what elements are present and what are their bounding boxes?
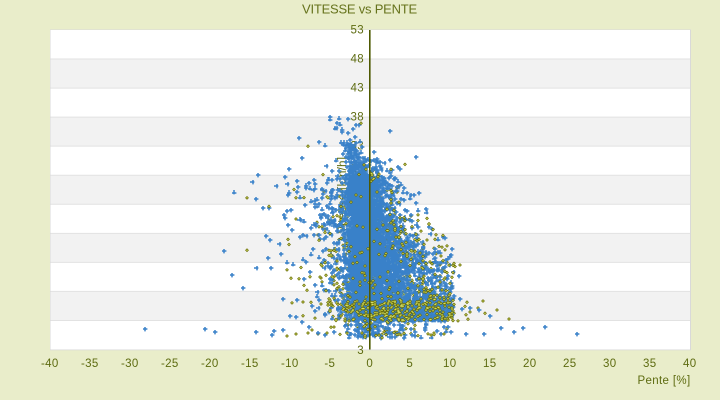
svg-text:43: 43 (351, 83, 365, 95)
svg-text:-15: -15 (241, 358, 259, 370)
svg-text:VITESSE vs PENTE: VITESSE vs PENTE (302, 2, 418, 17)
svg-text:10: 10 (443, 358, 457, 370)
svg-text:3: 3 (357, 315, 364, 327)
svg-text:38: 38 (351, 112, 365, 124)
svg-text:53: 53 (351, 25, 365, 37)
svg-text:48: 48 (351, 54, 365, 66)
svg-text:0: 0 (366, 358, 373, 370)
svg-text:40: 40 (683, 358, 697, 370)
svg-text:-5: -5 (324, 358, 335, 370)
svg-text:5: 5 (406, 358, 413, 370)
svg-text:-35: -35 (81, 358, 99, 370)
svg-text:15: 15 (483, 358, 497, 370)
svg-text:Pente [%]: Pente [%] (637, 375, 690, 387)
svg-text:-30: -30 (121, 358, 139, 370)
svg-text:-20: -20 (201, 358, 219, 370)
svg-text:30: 30 (603, 358, 617, 370)
svg-text:20: 20 (523, 358, 537, 370)
svg-text:25: 25 (563, 358, 577, 370)
svg-text:-25: -25 (161, 358, 179, 370)
svg-text:-10: -10 (281, 358, 299, 370)
svg-text:3: 3 (357, 345, 364, 357)
svg-text:-40: -40 (41, 358, 59, 370)
svg-text:35: 35 (643, 358, 657, 370)
